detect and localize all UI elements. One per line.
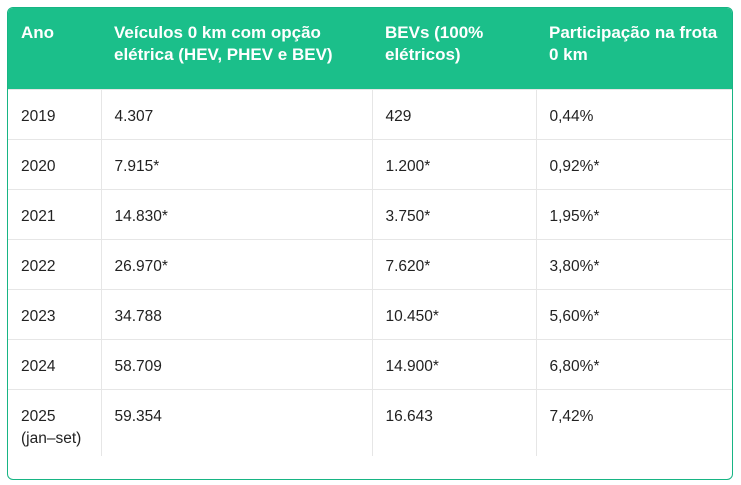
cell-participacao: 6,80%* xyxy=(535,338,732,389)
cell-ano: 2023 xyxy=(8,288,101,339)
table-row: 2025 (jan–set) 59.354 16.643 7,42% xyxy=(8,388,732,456)
cell-bevs: 16.643 xyxy=(371,388,536,456)
cell-bevs: 1.200* xyxy=(371,138,536,189)
cell-bevs: 10.450* xyxy=(371,288,536,339)
header-bevs: BEVs (100% elétricos) xyxy=(372,8,536,89)
data-table-container: Ano Veículos 0 km com opção elétrica (HE… xyxy=(7,7,733,480)
cell-veiculos: 14.830* xyxy=(100,188,372,239)
table-row: 2019 4.307 429 0,44% xyxy=(8,88,732,139)
table-row: 2020 7.915* 1.200* 0,92%* xyxy=(8,138,732,189)
cell-ano: 2024 xyxy=(8,338,101,389)
cell-ano-year: 2025 xyxy=(21,407,56,425)
cell-veiculos: 59.354 xyxy=(100,388,372,456)
cell-participacao: 0,92%* xyxy=(535,138,732,189)
table-row: 2022 26.970* 7.620* 3,80%* xyxy=(8,238,732,289)
cell-ano: 2019 xyxy=(8,88,101,139)
cell-participacao: 3,80%* xyxy=(535,238,732,289)
cell-participacao: 5,60%* xyxy=(535,288,732,339)
cell-ano: 2022 xyxy=(8,238,101,289)
cell-bevs: 3.750* xyxy=(371,188,536,239)
cell-ano: 2020 xyxy=(8,138,101,189)
cell-veiculos: 34.788 xyxy=(100,288,372,339)
table-row: 2021 14.830* 3.750* 1,95%* xyxy=(8,188,732,239)
cell-ano-period: (jan–set) xyxy=(21,429,82,447)
ev-sales-table: Ano Veículos 0 km com opção elétrica (HE… xyxy=(8,8,732,456)
table-header-row: Ano Veículos 0 km com opção elétrica (HE… xyxy=(8,8,732,89)
cell-bevs: 14.900* xyxy=(371,338,536,389)
cell-veiculos: 7.915* xyxy=(100,138,372,189)
cell-participacao: 1,95%* xyxy=(535,188,732,239)
table-row: 2024 58.709 14.900* 6,80%* xyxy=(8,338,732,389)
cell-veiculos: 4.307 xyxy=(100,88,372,139)
cell-bevs: 7.620* xyxy=(371,238,536,289)
cell-bevs: 429 xyxy=(371,88,536,139)
header-veiculos: Veículos 0 km com opção elétrica (HEV, P… xyxy=(101,8,372,89)
table-row: 2023 34.788 10.450* 5,60%* xyxy=(8,288,732,339)
header-ano: Ano xyxy=(8,8,101,89)
cell-ano: 2025 (jan–set) xyxy=(8,388,101,456)
cell-participacao: 0,44% xyxy=(535,88,732,139)
cell-ano: 2021 xyxy=(8,188,101,239)
cell-veiculos: 58.709 xyxy=(100,338,372,389)
cell-participacao: 7,42% xyxy=(535,388,732,456)
cell-veiculos: 26.970* xyxy=(100,238,372,289)
header-participacao: Participação na frota 0 km xyxy=(536,8,732,89)
